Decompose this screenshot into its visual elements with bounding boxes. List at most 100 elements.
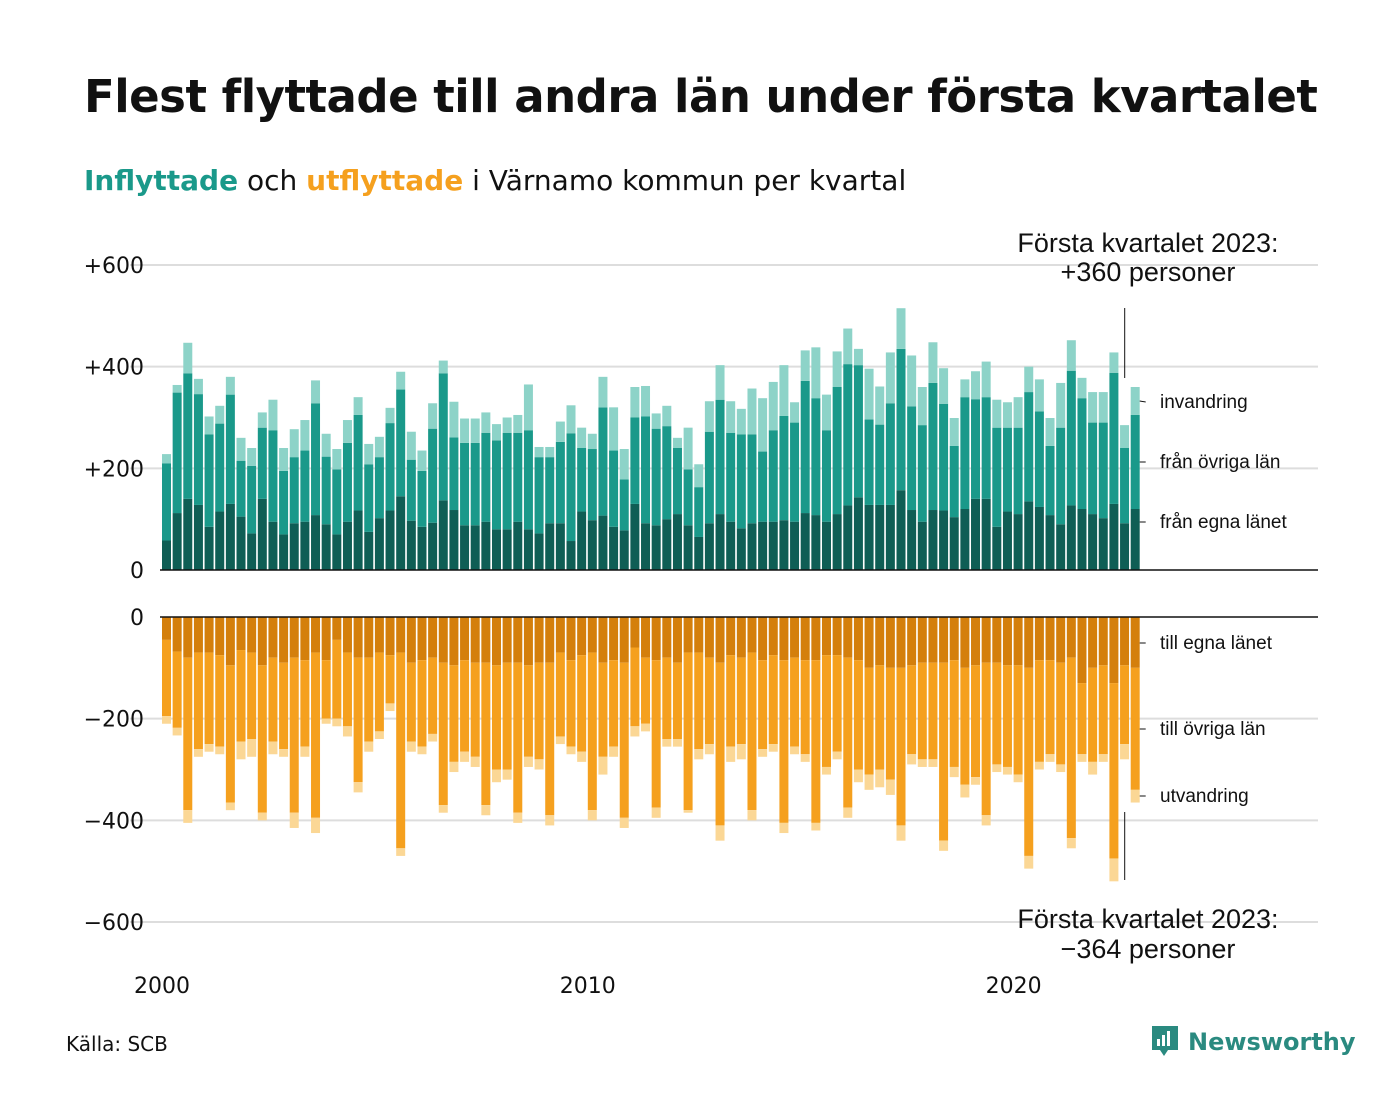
chart-subtitle: Inflyttade och utflyttade i Värnamo komm…	[84, 164, 906, 197]
bar-in-other-counties	[236, 460, 246, 517]
bar-out-other-counties	[364, 657, 374, 742]
bar-in-own-county	[992, 526, 1002, 570]
bar-out-emigration	[683, 810, 693, 813]
subtitle-rest: i Värnamo kommun per kvartal	[472, 164, 907, 197]
bar-out-own-county	[364, 617, 374, 658]
bar-out-own-county	[236, 617, 246, 651]
upper-y-tick-label: 0	[130, 559, 144, 584]
bar-out-other-counties	[1120, 665, 1130, 745]
bar-in-own-county	[460, 525, 470, 570]
bar-out-emigration	[1056, 764, 1066, 773]
newsworthy-logo-icon	[1152, 1026, 1178, 1056]
bar-out-own-county	[821, 617, 831, 656]
bar-in-own-county	[374, 518, 384, 570]
bar-out-other-counties	[907, 665, 917, 755]
bar-out-own-county	[438, 617, 448, 663]
bar-out-emigration	[1013, 774, 1023, 783]
bar-in-own-county	[279, 534, 289, 570]
bar-out-emigration	[853, 769, 863, 783]
bar-out-emigration	[1088, 761, 1098, 775]
bar-in-immigration	[332, 449, 342, 470]
bar-out-other-counties	[374, 652, 384, 732]
upper-annotation-label: Första kvartalet 2023:	[1017, 228, 1278, 258]
bar-in-other-counties	[374, 457, 384, 519]
bar-out-other-counties	[672, 662, 682, 739]
bar-out-emigration	[491, 769, 501, 783]
bar-out-emigration	[971, 777, 981, 785]
bar-in-other-counties	[428, 428, 438, 523]
bar-in-immigration	[193, 378, 203, 395]
bar-in-immigration	[438, 360, 448, 374]
bar-out-emigration	[843, 807, 853, 818]
bar-out-other-counties	[470, 662, 480, 757]
bar-in-own-county	[566, 541, 576, 570]
bar-in-other-counties	[491, 440, 501, 530]
bar-out-other-counties	[268, 657, 278, 742]
bar-out-emigration	[353, 782, 363, 793]
bar-out-emigration	[598, 756, 608, 775]
bar-out-other-counties	[502, 662, 512, 770]
bar-out-own-county	[523, 617, 533, 666]
bar-out-other-counties	[960, 667, 970, 785]
bar-in-own-county	[204, 526, 214, 570]
bar-out-other-counties	[853, 660, 863, 770]
upper-series-leader	[1139, 400, 1146, 403]
upper-series-label: invandring	[1160, 392, 1248, 413]
bar-out-own-county	[811, 617, 821, 661]
bar-in-own-county	[172, 513, 182, 570]
bar-in-other-counties	[215, 423, 225, 512]
bar-in-immigration	[864, 368, 874, 420]
bar-out-other-counties	[758, 660, 768, 750]
bar-in-own-county	[470, 525, 480, 570]
bar-out-other-counties	[417, 660, 427, 747]
bar-in-immigration	[279, 448, 289, 471]
bar-in-own-county	[311, 515, 321, 570]
bar-out-own-county	[779, 617, 789, 661]
bar-in-other-counties	[481, 432, 491, 522]
bar-out-own-county	[311, 617, 321, 653]
bar-out-own-county	[470, 617, 480, 663]
bar-out-own-county	[247, 617, 257, 653]
bar-out-emigration	[289, 812, 299, 828]
bar-out-own-county	[726, 617, 736, 656]
bar-out-emigration	[1066, 838, 1076, 849]
bar-out-own-county	[619, 617, 629, 663]
bar-in-other-counties	[821, 430, 831, 522]
bar-out-emigration	[534, 759, 544, 770]
bar-out-own-county	[268, 617, 278, 658]
bar-in-other-counties	[598, 407, 608, 516]
bar-in-other-counties	[396, 389, 406, 497]
bar-in-other-counties	[502, 432, 512, 530]
bar-in-other-counties	[364, 464, 374, 532]
bar-out-emigration	[215, 746, 225, 755]
bar-in-immigration	[1088, 392, 1098, 423]
bar-out-own-county	[587, 617, 597, 653]
upper-annotation-value: +360 personer	[1061, 257, 1236, 287]
bar-in-own-county	[236, 516, 246, 570]
bar-out-own-county	[577, 617, 587, 656]
bar-in-other-counties	[1013, 427, 1023, 515]
bar-in-immigration	[577, 427, 587, 448]
bar-out-other-counties	[523, 665, 533, 757]
bar-in-other-counties	[853, 365, 863, 498]
bar-out-other-counties	[279, 662, 289, 750]
bar-in-own-county	[534, 533, 544, 570]
bar-out-emigration	[630, 726, 640, 737]
bar-out-emigration	[960, 784, 970, 798]
bar-out-emigration	[204, 744, 214, 752]
bar-out-other-counties	[1045, 660, 1055, 755]
bar-out-own-county	[928, 617, 938, 663]
bar-in-own-county	[1066, 505, 1076, 570]
bar-out-own-county	[279, 617, 289, 663]
bar-in-immigration	[811, 347, 821, 399]
bar-out-own-county	[800, 617, 810, 661]
upper-y-tick-label: +400	[84, 356, 144, 381]
bar-out-emigration	[726, 746, 736, 762]
bar-out-own-county	[1024, 617, 1034, 668]
bar-in-immigration	[364, 443, 374, 465]
bar-out-own-county	[545, 617, 555, 663]
subtitle-utflyttade: utflyttade	[306, 164, 464, 197]
bar-in-own-county	[162, 540, 171, 570]
bar-out-emigration	[364, 741, 374, 752]
bar-out-other-counties	[949, 660, 959, 767]
